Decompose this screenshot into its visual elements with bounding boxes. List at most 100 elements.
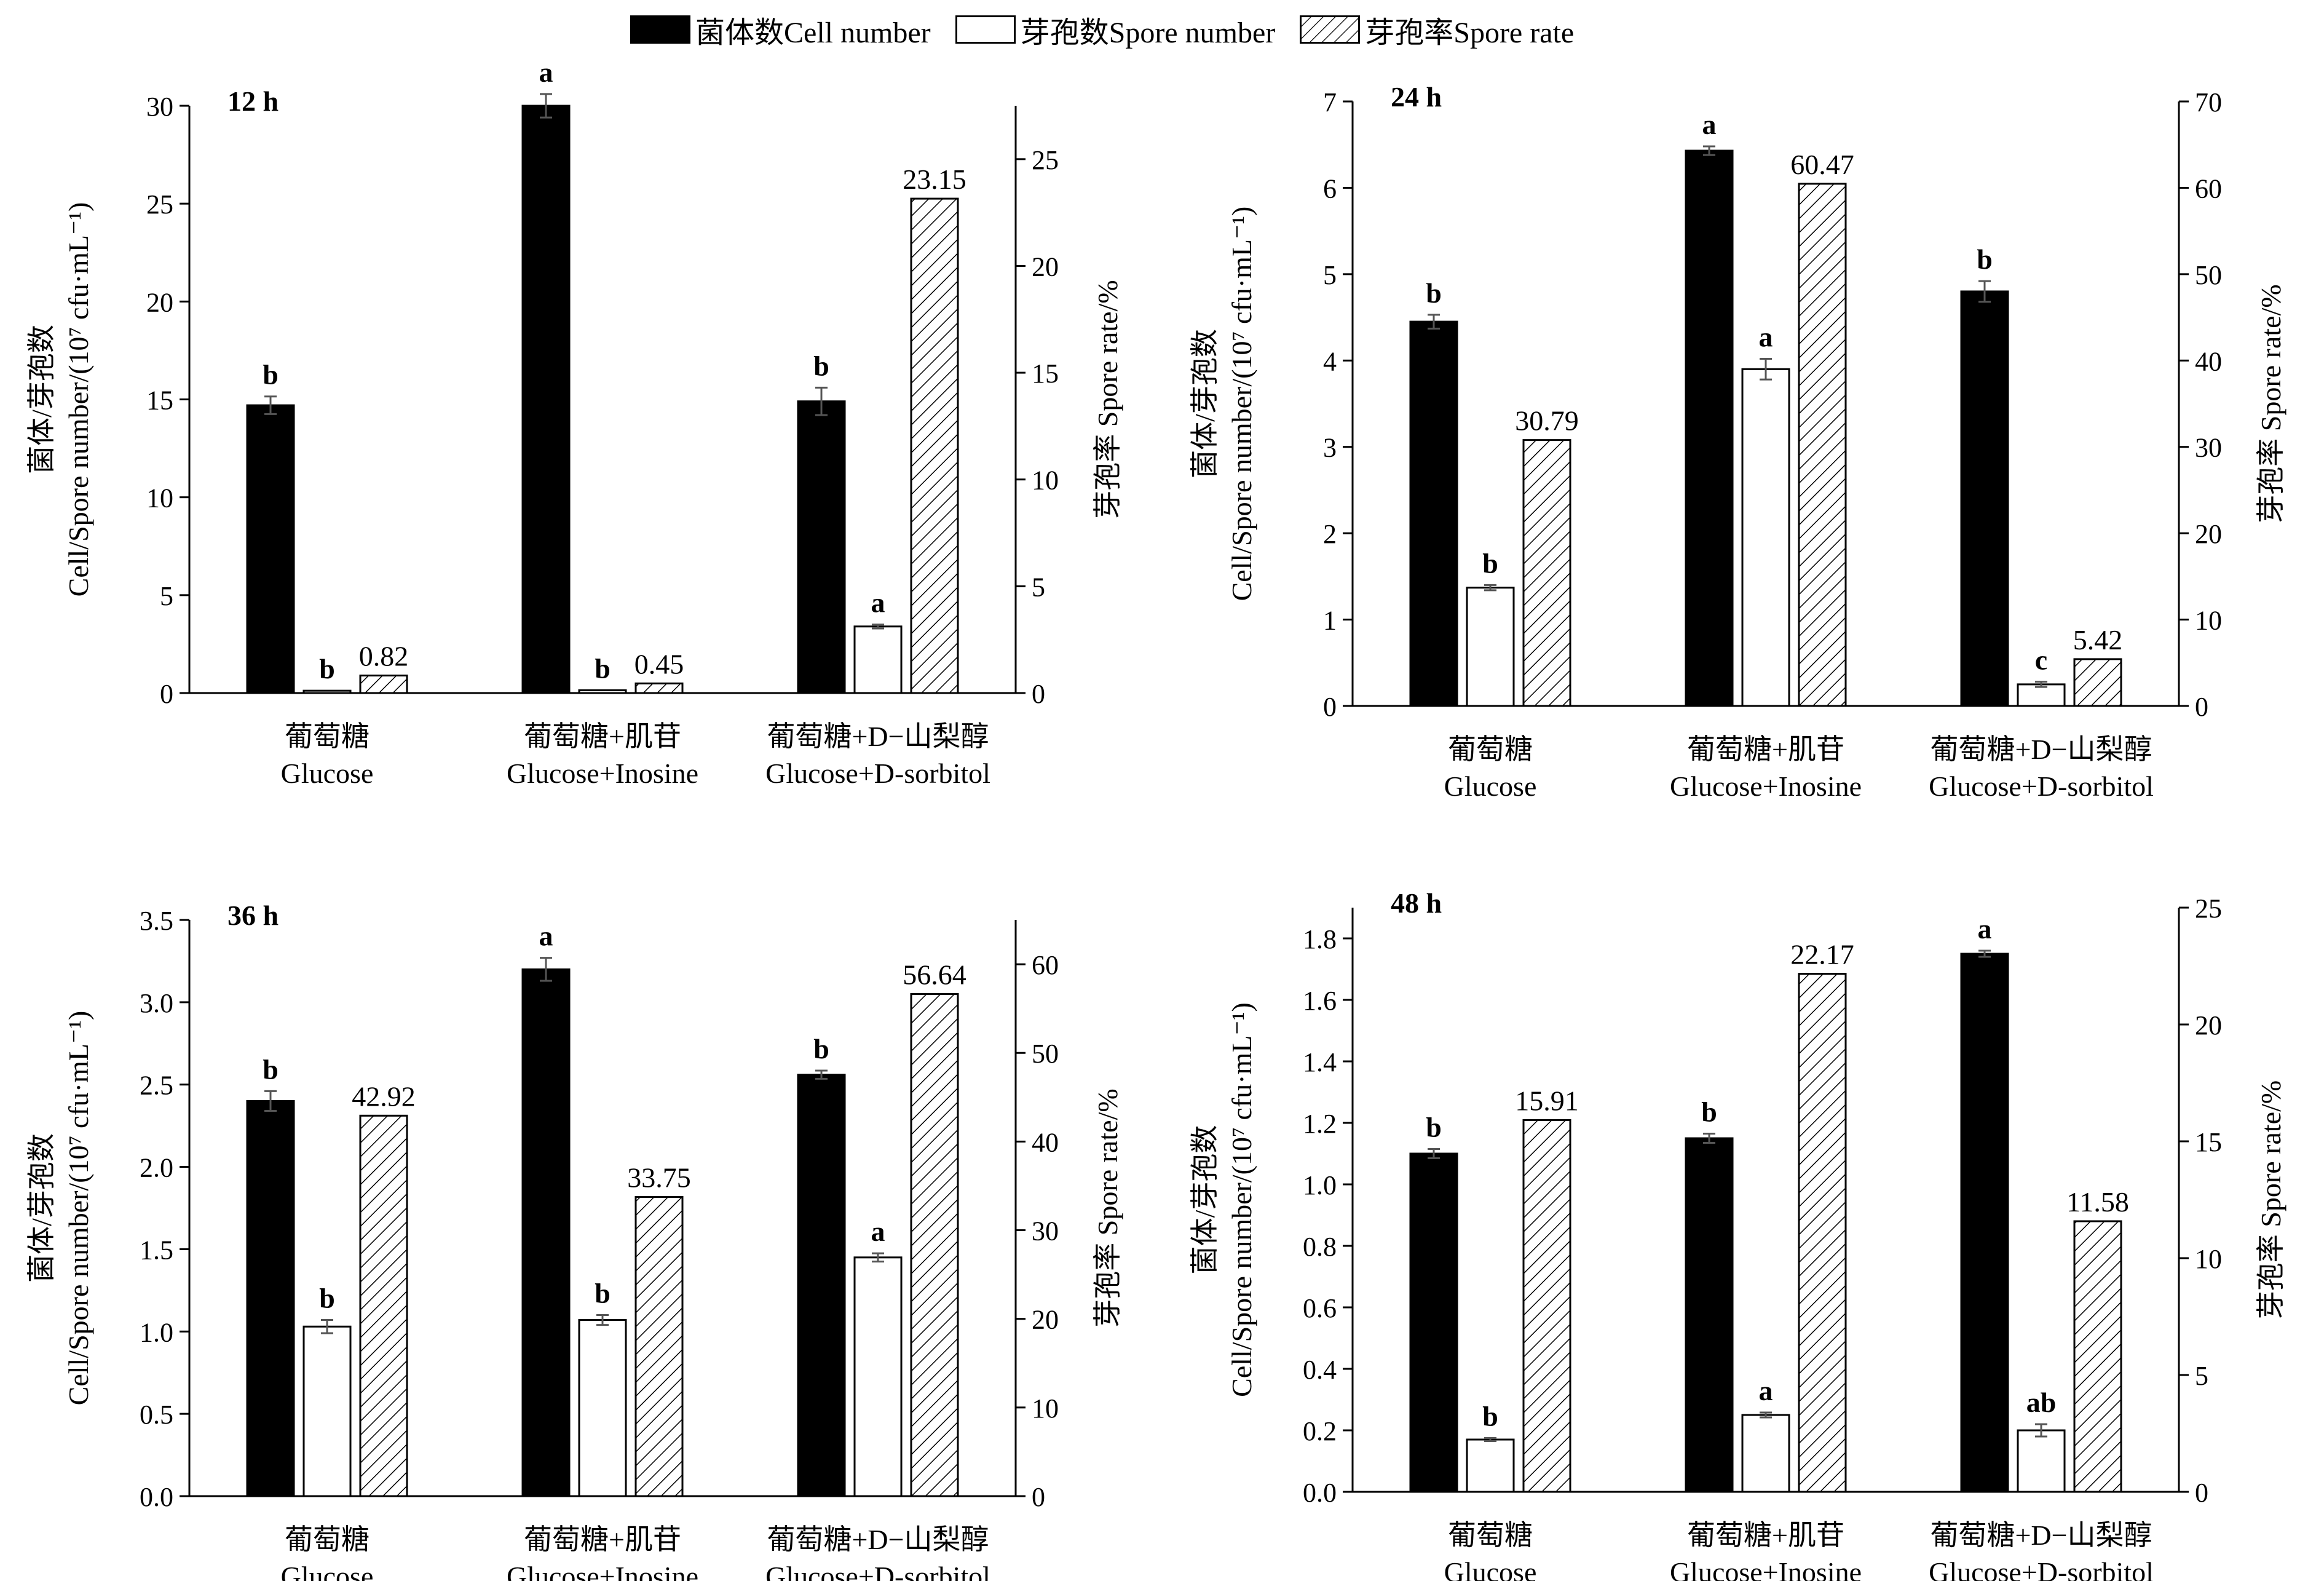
p2-category-label-en: Glucose+Inosine [1670, 771, 1862, 802]
p1-right-tick-label: 20 [1032, 252, 1059, 282]
p1-left-tick-label: 20 [146, 287, 173, 317]
p3-right-tick-label: 60 [1032, 950, 1059, 980]
p2-right-tick-label: 0 [2195, 692, 2208, 722]
p4-significance-letter-spore: ab [2026, 1387, 2057, 1418]
p1-left-tick-label: 5 [160, 581, 173, 611]
p4-category-label-en: Glucose [1444, 1556, 1537, 1581]
p1-category-label-en: Glucose+Inosine [507, 758, 698, 789]
p4-bar-rate [1522, 1119, 1571, 1493]
p2-ylabel-right: 芽孢率 Spore rate/% [2255, 284, 2286, 523]
p1-significance-letter-cell: a [539, 57, 553, 88]
p3-right-tick-label: 40 [1032, 1127, 1059, 1157]
p1-left-tick-label: 10 [146, 483, 173, 513]
legend-label-spore: 芽孢数Spore number [1020, 17, 1276, 49]
p2-significance-letter-spore: c [2035, 644, 2047, 676]
p1-bar-rate [634, 682, 684, 694]
p3-left-tick-label: 1.0 [140, 1317, 173, 1347]
legend-item-cell: 菌体数Cell number [630, 8, 931, 51]
p1-category-label-cn: 葡萄糖+D−山梨醇 [767, 721, 989, 752]
p4-left-tick-label: 0.2 [1303, 1416, 1337, 1446]
p4-bar-spore [1466, 1438, 1515, 1493]
p3-category-label-cn: 葡萄糖+D−山梨醇 [767, 1524, 989, 1555]
p4-significance-letter-spore: b [1482, 1401, 1498, 1432]
p3-ylabel-left-line1: 菌体/芽孢数 [26, 1133, 57, 1283]
p2-right-tick-label: 30 [2195, 433, 2222, 463]
p1-right-tick-label: 15 [1032, 359, 1059, 389]
p4-left-tick-label: 1.0 [1303, 1170, 1337, 1200]
p2-bar-rate [2073, 658, 2122, 707]
p2-category-label-cn: 葡萄糖 [1448, 734, 1533, 765]
p4-ylabel-left-line2: Cell/Spore number/(10⁷ cfu·mL⁻¹) [1226, 1002, 1257, 1397]
p2-data-label-rate: 60.47 [1790, 149, 1854, 180]
legend-item-spore: 芽孢数Spore number [955, 8, 1276, 51]
p4-significance-letter-cell: a [1978, 913, 1992, 945]
p3-right-tick-label: 0 [1032, 1482, 1045, 1512]
p1-data-label-rate: 23.15 [903, 164, 966, 195]
p1-data-label-rate: 0.45 [634, 648, 684, 680]
p4-bar-rate [1798, 973, 1847, 1493]
legend-swatch-spore [955, 15, 1016, 44]
p2-significance-letter-spore: a [1759, 321, 1773, 352]
p2-bar-cell [1685, 149, 1734, 707]
p4-right-tick-label: 10 [2195, 1244, 2222, 1274]
p4-right-tick-label: 15 [2195, 1127, 2222, 1157]
p4-data-label-rate: 15.91 [1515, 1085, 1579, 1116]
legend-label-cell: 菌体数Cell number [695, 17, 931, 49]
p2-left-tick-label: 0 [1323, 692, 1337, 722]
p3-left-tick-label: 3.0 [140, 988, 173, 1018]
p2-category-label-en: Glucose+D-sorbitol [1929, 771, 2154, 802]
p1-bar-cell [797, 400, 846, 694]
p1-data-label-rate: 0.82 [359, 641, 409, 672]
p4-category-label-en: Glucose+Inosine [1670, 1556, 1862, 1581]
p3-left-tick-label: 0.5 [140, 1400, 173, 1430]
legend-swatch-cell [630, 15, 690, 44]
p3-significance-letter-spore: a [871, 1216, 885, 1247]
p1-significance-letter-spore: b [595, 653, 611, 684]
p1-ylabel-left-line1: 菌体/芽孢数 [26, 325, 57, 474]
p1-left-tick-label: 15 [146, 386, 173, 416]
p3-bar-spore [853, 1256, 903, 1497]
p3-left-tick-label: 0.0 [140, 1482, 173, 1512]
p3-panel-label: 36 h [227, 900, 279, 931]
p1-ylabel-right: 芽孢率 Spore rate/% [1092, 280, 1123, 518]
p1-significance-letter-cell: b [263, 359, 279, 390]
p1-right-tick-label: 10 [1032, 466, 1059, 496]
p2-left-tick-label: 7 [1323, 87, 1337, 117]
p3-right-tick-label: 20 [1032, 1305, 1059, 1335]
p2-left-tick-label: 6 [1323, 173, 1337, 204]
p4-left-tick-label: 1.4 [1303, 1047, 1337, 1077]
p1-right-tick-label: 25 [1032, 145, 1059, 175]
p2-ylabel-left-line2: Cell/Spore number/(10⁷ cfu·mL⁻¹) [1226, 207, 1257, 601]
p3-category-label-en: Glucose+D-sorbitol [765, 1561, 990, 1581]
p3-significance-letter-spore: b [319, 1283, 335, 1314]
p3-category-label-cn: 葡萄糖 [285, 1524, 370, 1555]
p2-left-tick-label: 2 [1323, 519, 1337, 549]
p1-bar-rate [359, 675, 408, 694]
p4-left-tick-label: 1.8 [1303, 924, 1337, 954]
p1-category-label-en: Glucose [281, 758, 374, 789]
p3-right-tick-label: 30 [1032, 1216, 1059, 1246]
p1-right-tick-label: 5 [1032, 572, 1045, 602]
p1-category-label-cn: 葡萄糖+肌苷 [524, 721, 681, 752]
p2-bar-spore [1466, 587, 1515, 707]
p2-right-tick-label: 70 [2195, 87, 2222, 117]
p3-category-label-cn: 葡萄糖+肌苷 [524, 1524, 681, 1555]
p3-bar-rate [634, 1195, 684, 1497]
p3-data-label-rate: 33.75 [627, 1162, 691, 1193]
p3-significance-letter-cell: b [263, 1053, 279, 1085]
p4-category-label-cn: 葡萄糖 [1448, 1520, 1533, 1551]
p3-significance-letter-spore: b [595, 1278, 611, 1309]
p4-left-tick-label: 0.0 [1303, 1478, 1337, 1508]
p3-ylabel-right: 芽孢率 Spore rate/% [1092, 1088, 1123, 1327]
p2-category-label-en: Glucose [1444, 771, 1537, 802]
p3-left-tick-label: 2.0 [140, 1153, 173, 1183]
p4-ylabel-right: 芽孢率 Spore rate/% [2255, 1080, 2286, 1319]
p1-bar-spore [302, 689, 352, 694]
p1-category-label-cn: 葡萄糖 [285, 721, 370, 752]
p2-data-label-rate: 5.42 [2073, 624, 2123, 656]
p2-right-tick-label: 40 [2195, 346, 2222, 376]
p4-bar-cell [1685, 1137, 1734, 1493]
p4-right-tick-label: 0 [2195, 1478, 2208, 1508]
p1-ylabel-left-line2: Cell/Spore number/(10⁷ cfu·mL⁻¹) [63, 202, 94, 597]
p2-bar-rate [1798, 183, 1847, 707]
